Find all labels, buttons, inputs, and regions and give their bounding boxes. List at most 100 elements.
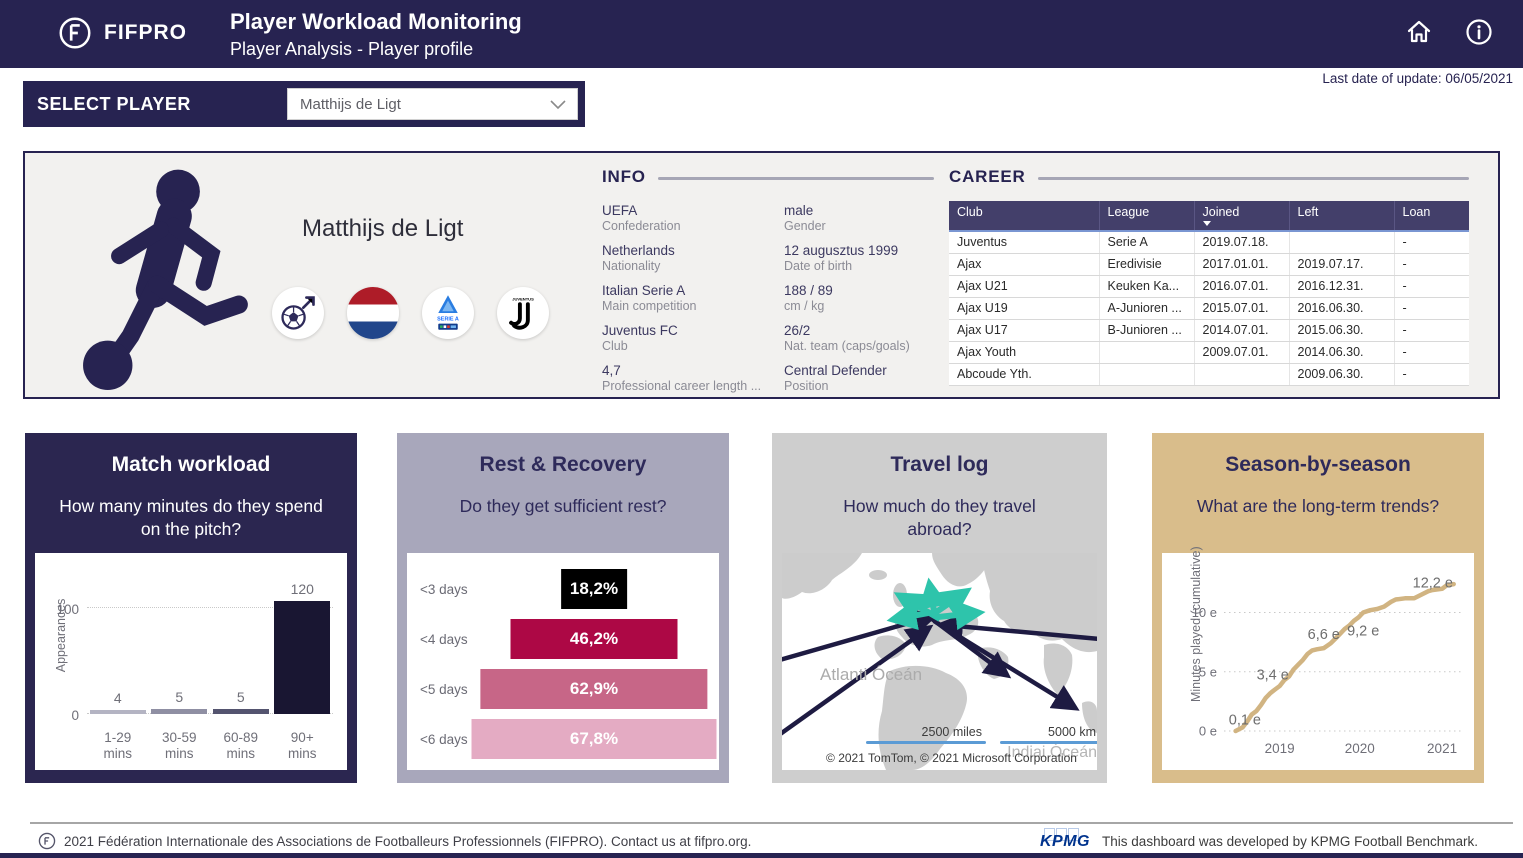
map-attribution: © 2021 TomTom, © 2021 Microsoft Corporat…: [826, 751, 1077, 765]
table-row[interactable]: Ajax Youth 2009.07.01. 2014.06.30. -: [949, 341, 1469, 364]
match-plot-area: 4 5 5 120: [87, 581, 333, 714]
select-player-label: SELECT PLAYER: [37, 93, 191, 114]
info-field: 188 / 89 cm / kg: [784, 283, 833, 313]
funnel-row: <6 days 67,8%: [407, 719, 719, 759]
home-icon[interactable]: [1405, 18, 1433, 46]
funnel-bar-<6 days[interactable]: 67,8%: [471, 719, 717, 759]
info-icon[interactable]: [1465, 18, 1493, 46]
column-header-loan[interactable]: Loan: [1394, 201, 1469, 232]
info-field: 12 augusztus 1999 Date of birth: [784, 243, 899, 273]
player-dropdown-value: Matthijs de Ligt: [300, 95, 401, 113]
svg-text:12,2 e: 12,2 e: [1413, 576, 1453, 592]
svg-text:2021: 2021: [1427, 741, 1457, 756]
svg-text:6,6 e: 6,6 e: [1308, 627, 1340, 643]
season-chart-svg[interactable]: 0 e 5 e 10 e 2019 2020 2021 0,1 e 3,4 e 6,6 e 9,2…: [1174, 561, 1468, 761]
panel-season-title: Season-by-season: [1225, 453, 1411, 476]
chevron-down-icon: [550, 99, 566, 109]
travel-map[interactable]: Atlanti Óceán Indiai Óceán 2500 miles 50…: [782, 553, 1097, 770]
panel-rest-recovery: Rest & Recovery Do they get sufficient r…: [397, 433, 729, 783]
panel-season-by-season: Season-by-season What are the long-term …: [1152, 433, 1484, 783]
player-dropdown[interactable]: Matthijs de Ligt: [287, 88, 578, 120]
table-row[interactable]: Ajax U19 A-Junioren ... 2015.07.01. 2016.06…: [949, 297, 1469, 320]
panel-travel-title: Travel log: [890, 453, 989, 476]
table-row[interactable]: Juventus Serie A 2019.07.18. -: [949, 231, 1469, 254]
footer-credit: This dashboard was developed by KPMG Foo…: [1102, 834, 1478, 849]
svg-text:2019: 2019: [1265, 741, 1295, 756]
info-field: Netherlands Nationality: [602, 243, 675, 273]
info-field: 4,7 Professional career length ...: [602, 363, 762, 393]
last-update-label: Last date of update: 06/05/2021: [1322, 71, 1513, 86]
app-header: FIFPRO Player Workload Monitoring Player…: [0, 0, 1523, 68]
funnel-bar-<3 days[interactable]: 18,2%: [561, 569, 627, 609]
career-table-body: Juventus Serie A 2019.07.18. - Ajax Eredivisi…: [949, 231, 1469, 386]
travel-routes-short: [886, 577, 986, 631]
info-rule: [657, 177, 934, 180]
juventus-icon: JUVENTUS: [497, 287, 549, 339]
info-field: Juventus FC Club: [602, 323, 678, 353]
svg-text:5 e: 5 e: [1199, 664, 1217, 679]
info-section: INFO UEFA Confederation Netherlands Nation…: [602, 167, 934, 393]
panel-season-subtitle: What are the long-term trends?: [1196, 496, 1440, 516]
table-row[interactable]: Abcoude Yth. 2009.06.30. -: [949, 363, 1469, 386]
page-subtitle: Player Analysis - Player profile: [230, 39, 474, 59]
svg-text:9,2 e: 9,2 e: [1347, 624, 1379, 640]
info-field: 26/2 Nat. team (caps/goals): [784, 323, 910, 353]
career-title: CAREER: [949, 167, 1026, 186]
fifpro-logo-text: FIFPRO: [104, 21, 187, 44]
map-scale: 2500 miles 5000 km: [866, 725, 1097, 744]
table-row[interactable]: Ajax Eredivisie 2017.01.01. 2019.07.17. -: [949, 253, 1469, 276]
bottom-accent-bar: [0, 853, 1523, 858]
info-field: Italian Serie A Main competition: [602, 283, 697, 313]
info-title: INFO: [602, 167, 646, 186]
column-header-left[interactable]: Left: [1289, 201, 1395, 232]
svg-text:10 e: 10 e: [1192, 605, 1217, 620]
svg-text:2020: 2020: [1345, 741, 1375, 756]
bar-1-29 mins[interactable]: [89, 710, 146, 714]
funnel-row: <4 days 46,2%: [407, 619, 719, 659]
scale-km-label: 5000 km: [1048, 725, 1096, 739]
match-workload-chart: Appearances 0 100 4 5 5 120 1-29 mins 30-59 m…: [35, 553, 347, 770]
svg-text:0,1 e: 0,1 e: [1229, 712, 1261, 728]
svg-text:0 e: 0 e: [1199, 724, 1217, 739]
sort-desc-icon: [1202, 221, 1211, 226]
scale-miles-label: 2500 miles: [921, 725, 982, 739]
gender-football-icon: [272, 287, 324, 339]
panel-travel-log: Travel log How much do they travel abroa…: [772, 433, 1107, 783]
funnel-bar-<5 days[interactable]: 62,9%: [480, 669, 708, 709]
column-header-joined[interactable]: Joined: [1194, 201, 1290, 232]
panel-rest-title: Rest & Recovery: [479, 453, 647, 476]
svg-text:3,4 e: 3,4 e: [1257, 667, 1289, 683]
career-section: CAREER Club League Joined Left Loan Juve…: [949, 167, 1469, 386]
footer-divider: [30, 822, 1513, 824]
bar-90+ mins[interactable]: [274, 601, 331, 714]
svg-text:JUVENTUS: JUVENTUS: [512, 297, 534, 302]
column-header-club[interactable]: Club: [949, 201, 1100, 232]
panel-rest-subtitle: Do they get sufficient rest?: [459, 496, 667, 516]
career-table: Club League Joined Left Loan Juventus Ser…: [949, 201, 1469, 386]
fifpro-mark-icon: [38, 832, 56, 850]
svg-text:SERIE A: SERIE A: [437, 317, 459, 323]
select-player-bar: SELECT PLAYER Matthijs de Ligt: [23, 81, 585, 127]
funnel-plot-area: <3 days 18,2% <4 days 46,2% <5 days 62,9% <6 d…: [407, 553, 719, 770]
kpmg-logo-boxes: [1044, 828, 1079, 841]
player-profile-card: Matthijs de Ligt: [23, 151, 1500, 399]
column-header-league[interactable]: League: [1099, 201, 1195, 232]
panel-travel-subtitle: How much do they travel abroad?: [843, 496, 1036, 540]
fifpro-logo: FIFPRO: [56, 14, 187, 52]
funnel-bar-<4 days[interactable]: 46,2%: [510, 619, 678, 659]
table-row[interactable]: Ajax U21 Keuken Ka... 2016.07.01. 2016.12.3…: [949, 275, 1469, 298]
player-badges: SERIE A JUVENTUS: [272, 287, 549, 339]
player-icon: [83, 169, 248, 391]
player-name: Matthijs de Ligt: [302, 215, 464, 242]
world-map: [782, 553, 1097, 770]
bar-30-59 mins[interactable]: [151, 709, 208, 714]
info-field: UEFA Confederation: [602, 203, 681, 233]
table-row[interactable]: Ajax U17 B-Junioren ... 2014.07.01. 2015.06…: [949, 319, 1469, 342]
career-rule: [1037, 177, 1469, 180]
page-title: Player Workload Monitoring: [230, 9, 522, 34]
bar-60-89 mins[interactable]: [212, 709, 269, 714]
scale-km-bar: [1000, 741, 1097, 744]
info-field: Central Defender Position: [784, 363, 887, 393]
panel-match-workload: Match workload How many minutes do they …: [25, 433, 357, 783]
